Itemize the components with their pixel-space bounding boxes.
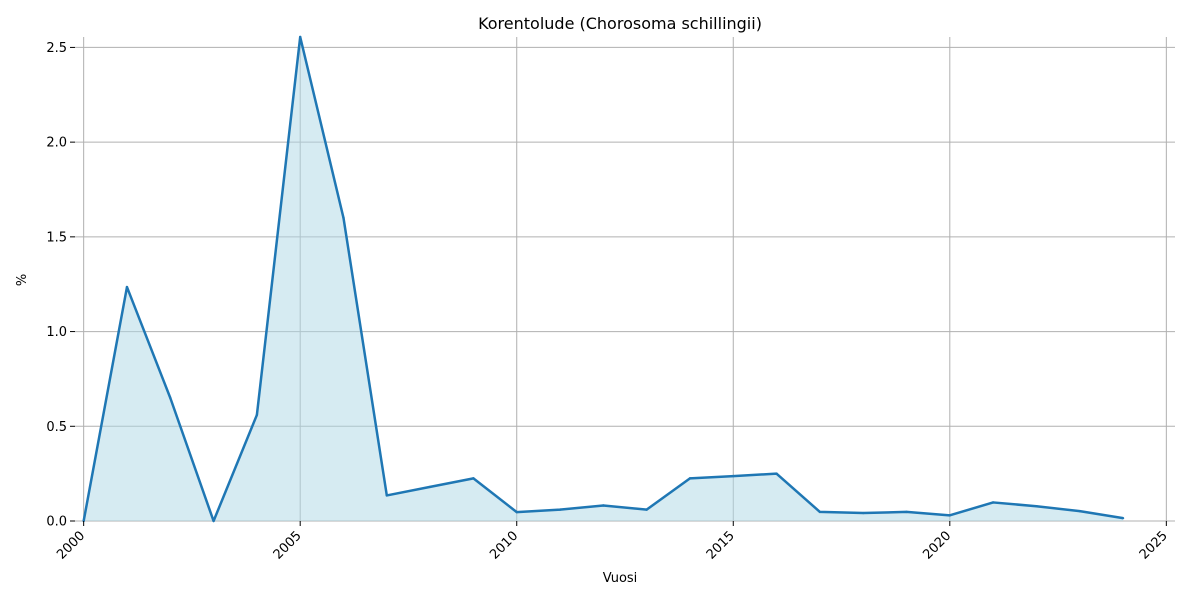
data-point	[991, 501, 995, 504]
data-point	[558, 508, 562, 511]
data-point	[385, 494, 389, 497]
data-point	[732, 474, 735, 478]
x-axis: 2000 2005 2010 2015 2020 2025	[54, 521, 1171, 563]
data-point	[255, 413, 259, 417]
data-point	[602, 504, 605, 507]
x-tick-label: 2010	[487, 529, 521, 563]
x-tick-label: 2025	[1137, 529, 1171, 563]
data-point	[905, 510, 908, 514]
x-tick-label: 2020	[920, 529, 954, 563]
x-tick-label: 2015	[704, 529, 738, 563]
data-point	[515, 510, 518, 514]
x-tick-label: 2005	[271, 529, 305, 563]
plot-area	[82, 35, 1125, 523]
data-point	[169, 396, 172, 400]
data-point	[428, 485, 432, 489]
x-tick-label: 2000	[54, 529, 88, 563]
data-point	[342, 216, 345, 220]
x-axis-title: Vuosi	[603, 571, 638, 586]
y-tick-label: 0.0	[46, 515, 67, 530]
chart-title: Korentolude (Chorosoma schillingii)	[478, 14, 762, 33]
y-tick-label: 1.5	[46, 230, 67, 245]
y-tick-label: 1.0	[46, 325, 67, 340]
data-point	[212, 519, 215, 523]
data-point	[1078, 509, 1081, 513]
data-point	[818, 510, 822, 514]
y-tick-label: 0.5	[46, 420, 67, 435]
grid	[75, 37, 1175, 522]
data-point	[645, 508, 648, 511]
y-tick-label: 2.5	[46, 41, 67, 56]
data-point	[472, 477, 475, 480]
data-point	[125, 285, 129, 289]
y-axis: 0.0 0.5 1.0 1.5 2.0 2.5	[46, 41, 75, 530]
data-point	[1121, 516, 1125, 520]
y-axis-title: %	[15, 274, 30, 286]
y-tick-label: 2.0	[46, 136, 67, 151]
data-point	[298, 35, 302, 39]
data-point	[861, 511, 865, 515]
data-point	[1035, 505, 1038, 508]
series-line	[82, 35, 1124, 523]
data-point	[775, 472, 778, 475]
data-point	[688, 477, 692, 480]
series-area	[83, 37, 1124, 521]
data-point	[948, 514, 952, 517]
